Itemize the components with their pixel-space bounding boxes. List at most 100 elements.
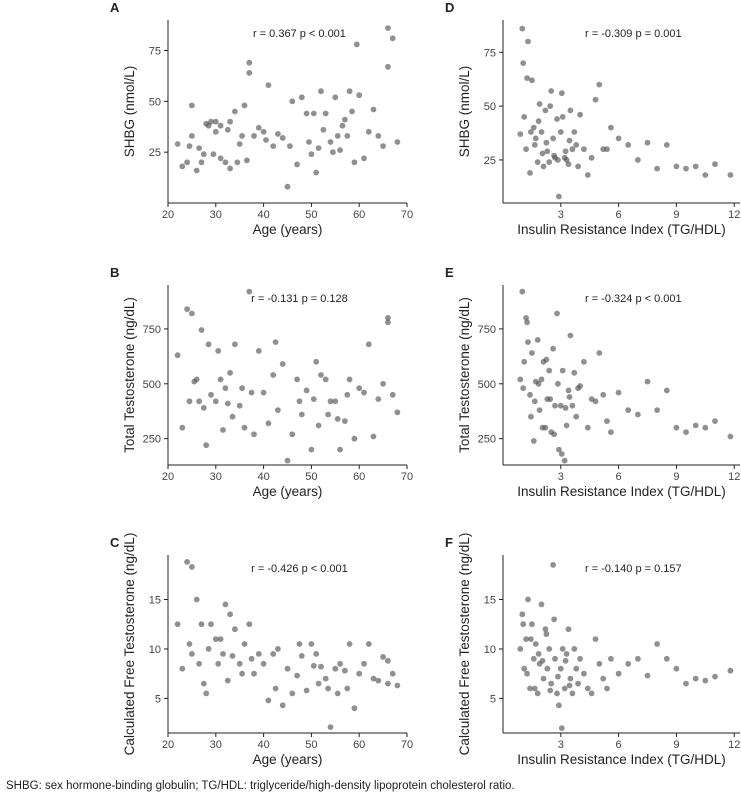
data-point (683, 165, 689, 172)
data-point (551, 431, 557, 438)
data-point (519, 25, 526, 32)
data-point (561, 685, 568, 692)
x-tick-label: 60 (353, 739, 365, 751)
data-point (524, 670, 530, 677)
data-point (517, 646, 524, 652)
data-point (241, 641, 248, 647)
data-point (337, 147, 343, 154)
data-point (394, 409, 401, 416)
data-point (530, 655, 537, 662)
data-point (389, 35, 396, 42)
data-point (217, 636, 224, 642)
data-point (565, 161, 572, 168)
data-point (342, 667, 348, 674)
data-point (584, 424, 591, 431)
data-point (284, 665, 291, 672)
panel-f: F 3 6 9 12 5 10 15 Insulin Resistance Index (TG/… (445, 533, 740, 767)
data-point (538, 129, 545, 135)
x-tick-label: 9 (673, 739, 679, 751)
data-point (562, 148, 569, 155)
data-point (554, 690, 560, 697)
data-point (186, 143, 193, 150)
data-point (227, 611, 234, 618)
data-point (547, 103, 554, 109)
data-point (571, 369, 578, 376)
data-point (625, 660, 632, 667)
data-point (536, 101, 543, 107)
data-point (380, 380, 386, 387)
data-point (535, 380, 542, 387)
data-point (550, 135, 556, 142)
data-point (600, 675, 607, 682)
data-point (575, 163, 581, 170)
data-point (692, 422, 699, 429)
data-point (543, 631, 550, 637)
data-point (569, 690, 576, 697)
data-point (232, 626, 238, 633)
data-point (212, 398, 219, 405)
data-point (673, 163, 680, 170)
data-point (573, 413, 580, 420)
data-point (186, 398, 193, 405)
data-point (539, 657, 546, 664)
data-point (217, 122, 224, 129)
data-point (263, 137, 269, 143)
data-point (217, 376, 224, 383)
y-axis-title: SHBG (nmol/L) (457, 66, 472, 158)
data-point (332, 665, 339, 672)
data-point (528, 636, 534, 642)
data-point (342, 116, 348, 123)
data-point (527, 391, 533, 398)
data-point (179, 424, 186, 431)
x-tick-label: 6 (616, 739, 622, 751)
data-point (539, 150, 546, 157)
data-point (184, 559, 191, 565)
data-point (554, 116, 560, 122)
data-point (517, 376, 524, 383)
data-point (351, 159, 358, 166)
data-point (584, 685, 591, 692)
data-point (239, 133, 246, 139)
data-point (532, 135, 539, 142)
data-point (370, 433, 377, 440)
x-tick-label: 20 (162, 209, 174, 221)
data-point (222, 601, 229, 608)
x-tick-label: 30 (210, 471, 222, 483)
data-point (205, 646, 212, 652)
data-point (232, 108, 238, 115)
data-point (600, 391, 607, 398)
data-point (339, 122, 346, 129)
data-point (635, 655, 641, 662)
data-point (248, 655, 255, 662)
data-point (265, 697, 272, 704)
data-point (279, 135, 286, 141)
data-point (265, 82, 272, 88)
panel-a: A 20 30 40 50 60 70 25 50 75 Age (years) SHBG (nmol… (110, 0, 413, 237)
x-axis-title: Insulin Resistance Index (TG/HDL) (517, 752, 726, 767)
data-point (332, 398, 339, 405)
data-point (546, 367, 553, 374)
data-point (535, 118, 542, 125)
data-point (260, 128, 267, 135)
data-point (559, 367, 566, 374)
data-point (212, 636, 219, 642)
data-point (351, 705, 358, 712)
data-point (531, 142, 538, 148)
data-point (224, 677, 231, 684)
y-tick-label: 50 (149, 96, 161, 108)
x-tick-label: 40 (257, 471, 269, 483)
data-point (346, 88, 353, 95)
data-point (215, 348, 222, 354)
data-point (344, 685, 351, 692)
data-point (625, 407, 632, 413)
data-point (203, 690, 210, 697)
data-point (394, 682, 401, 689)
data-point (337, 660, 343, 667)
data-point (200, 680, 207, 687)
x-tick-label: 60 (353, 471, 365, 483)
data-point (342, 418, 348, 424)
data-point (385, 315, 391, 321)
data-point (344, 133, 351, 139)
x-tick-label: 30 (210, 739, 222, 751)
data-point (521, 114, 528, 120)
